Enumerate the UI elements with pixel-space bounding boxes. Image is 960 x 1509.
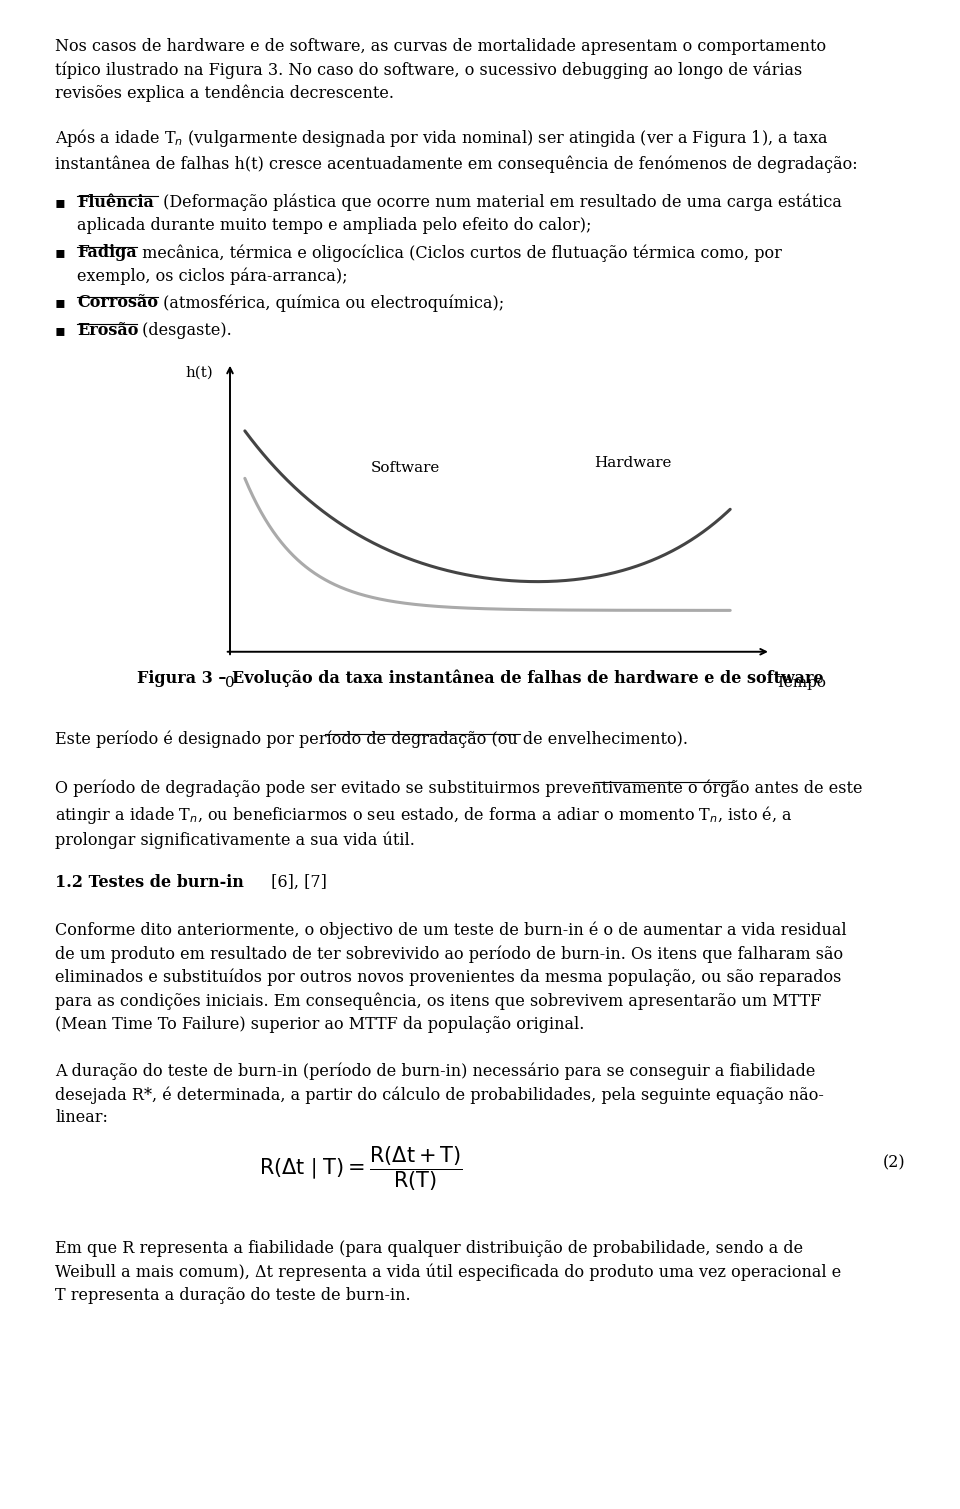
Text: 1.2 Testes de burn-in: 1.2 Testes de burn-in — [55, 874, 244, 890]
Text: (atmosférica, química ou electroquímica);: (atmosférica, química ou electroquímica)… — [157, 294, 504, 312]
Text: ▪: ▪ — [55, 294, 66, 311]
Text: Em que R representa a fiabilidade (para qualquer distribuição de probabilidade, : Em que R representa a fiabilidade (para … — [55, 1240, 841, 1304]
Text: Corrosão: Corrosão — [77, 294, 158, 311]
Text: Fadiga: Fadiga — [77, 244, 136, 261]
Text: aplicada durante muito tempo e ampliada pelo efeito do calor);: aplicada durante muito tempo e ampliada … — [77, 217, 591, 234]
Text: $\mathrm{R(\Delta t \mid T) = \dfrac{R(\Delta t + T)}{R(T)}}$: $\mathrm{R(\Delta t \mid T) = \dfrac{R(\… — [259, 1144, 463, 1192]
Text: exemplo, os ciclos pára-arranca);: exemplo, os ciclos pára-arranca); — [77, 267, 348, 285]
Text: mecânica, térmica e oligocíclica (Ciclos curtos de flutuação térmica como, por: mecânica, térmica e oligocíclica (Ciclos… — [137, 244, 782, 261]
Text: ▪: ▪ — [55, 193, 66, 211]
Text: O período de degradação pode ser evitado se substituirmos preventivamente o órgã: O período de degradação pode ser evitado… — [55, 779, 862, 850]
Text: Hardware: Hardware — [594, 456, 671, 469]
Text: Fluência: Fluência — [77, 193, 154, 211]
Text: Conforme dito anteriormente, o objectivo de um teste de burn-in é o de aumentar : Conforme dito anteriormente, o objectivo… — [55, 922, 847, 1032]
Text: Tempo: Tempo — [776, 676, 827, 690]
Text: Software: Software — [371, 462, 440, 475]
Text: Figura 3 – Evolução da taxa instantânea de falhas de hardware e de software: Figura 3 – Evolução da taxa instantânea … — [136, 670, 824, 687]
Text: 0: 0 — [226, 676, 235, 690]
Text: (desgaste).: (desgaste). — [137, 321, 232, 338]
Text: A duração do teste de burn-in (período de burn-in) necessário para se conseguir : A duração do teste de burn-in (período d… — [55, 1062, 824, 1126]
Text: ▪: ▪ — [55, 321, 66, 338]
Text: (2): (2) — [882, 1154, 905, 1171]
Text: Erosão: Erosão — [77, 321, 138, 338]
Text: [6], [7]: [6], [7] — [266, 874, 327, 890]
Text: (Deformação plástica que ocorre num material em resultado de uma carga estática: (Deformação plástica que ocorre num mate… — [157, 193, 841, 211]
Text: h(t): h(t) — [185, 365, 213, 380]
Text: Após a idade T$_n$ (vulgarmente designada por vida nominal) ser atingida (ver a : Após a idade T$_n$ (vulgarmente designad… — [55, 127, 857, 174]
Text: ▪: ▪ — [55, 244, 66, 261]
Text: Este período é designado por período de degradação (ou de envelhecimento).: Este período é designado por período de … — [55, 730, 688, 748]
Text: Nos casos de hardware e de software, as curvas de mortalidade apresentam o compo: Nos casos de hardware e de software, as … — [55, 38, 827, 103]
